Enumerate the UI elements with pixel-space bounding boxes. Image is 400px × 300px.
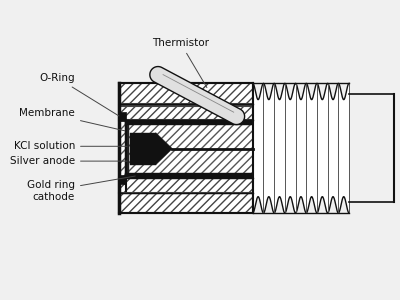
- Bar: [125, 120, 253, 125]
- Bar: [120, 106, 253, 120]
- Bar: [120, 120, 253, 178]
- Polygon shape: [150, 67, 245, 124]
- Polygon shape: [156, 133, 172, 165]
- Text: Silver anode: Silver anode: [10, 156, 127, 166]
- Bar: [119, 112, 126, 121]
- Text: Gold ring
cathode: Gold ring cathode: [27, 176, 135, 202]
- Text: KCl solution: KCl solution: [14, 141, 127, 151]
- Bar: [130, 133, 156, 165]
- Bar: [125, 120, 129, 178]
- Bar: [125, 173, 253, 178]
- Text: Membrane: Membrane: [19, 108, 125, 131]
- Text: Thermistor: Thermistor: [152, 38, 209, 88]
- Bar: [120, 83, 253, 104]
- Text: O-Ring: O-Ring: [39, 73, 119, 116]
- Bar: [119, 175, 126, 184]
- Bar: [120, 178, 253, 193]
- Bar: [120, 193, 253, 213]
